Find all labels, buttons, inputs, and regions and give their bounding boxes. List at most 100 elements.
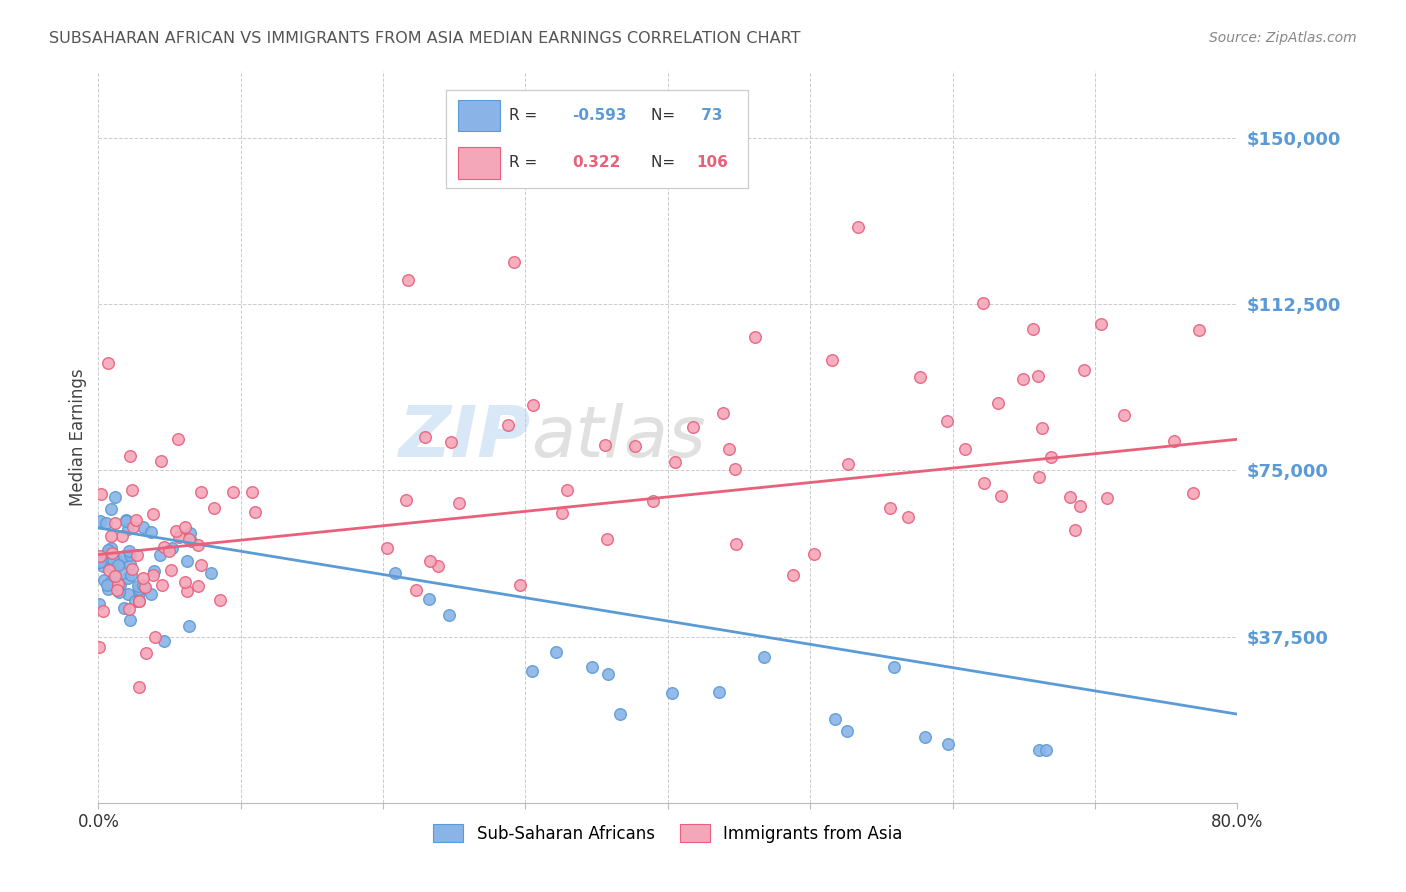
Text: ZIP: ZIP	[399, 402, 531, 472]
Point	[120, 557, 142, 571]
Point	[623, 439, 645, 453]
Point	[222, 485, 245, 500]
Point	[128, 594, 150, 608]
Point	[449, 495, 471, 509]
Point	[89, 514, 111, 528]
Point	[142, 568, 165, 582]
Point	[718, 442, 741, 456]
Point	[1064, 523, 1087, 537]
Point	[139, 524, 162, 539]
Point	[502, 255, 524, 269]
Point	[104, 516, 127, 530]
Point	[395, 493, 418, 508]
Point	[107, 558, 129, 572]
Point	[419, 554, 441, 568]
Point	[89, 549, 111, 563]
Point	[661, 686, 683, 700]
Point	[990, 489, 1012, 503]
Point	[115, 513, 138, 527]
Point	[711, 406, 734, 420]
Point	[384, 566, 406, 580]
Point	[100, 529, 122, 543]
Point	[496, 417, 519, 432]
Point	[1035, 742, 1057, 756]
Point	[375, 541, 398, 555]
Point	[115, 514, 138, 528]
Point	[709, 684, 731, 698]
Point	[243, 505, 266, 519]
Legend: Sub-Saharan Africans, Immigrants from Asia: Sub-Saharan Africans, Immigrants from As…	[426, 818, 910, 849]
Point	[87, 597, 110, 611]
Point	[522, 398, 544, 412]
Point	[935, 414, 957, 428]
Point	[1028, 742, 1050, 756]
Point	[153, 633, 176, 648]
Point	[953, 442, 976, 456]
Point	[509, 578, 531, 592]
Point	[110, 577, 132, 591]
Point	[128, 594, 150, 608]
Point	[1073, 362, 1095, 376]
Point	[100, 574, 122, 588]
Point	[100, 501, 122, 516]
Point	[973, 476, 995, 491]
Point	[118, 602, 141, 616]
Point	[240, 485, 263, 500]
Point	[101, 547, 124, 561]
Point	[93, 604, 115, 618]
Point	[121, 561, 143, 575]
Point	[97, 543, 120, 558]
Point	[1059, 490, 1081, 504]
Point	[908, 369, 931, 384]
Point	[104, 490, 127, 504]
Point	[1011, 372, 1033, 386]
Point	[1026, 369, 1049, 384]
Point	[135, 646, 157, 660]
Point	[209, 593, 232, 607]
Point	[117, 571, 139, 585]
Point	[167, 432, 190, 446]
Point	[682, 419, 704, 434]
Point	[418, 591, 440, 606]
Point	[125, 513, 148, 527]
Point	[550, 506, 572, 520]
Point	[127, 579, 149, 593]
Point	[132, 520, 155, 534]
Point	[117, 522, 139, 536]
Point	[821, 352, 844, 367]
Point	[544, 645, 567, 659]
Point	[744, 330, 766, 344]
Point	[179, 526, 201, 541]
Point	[124, 594, 146, 608]
Point	[105, 583, 128, 598]
Point	[177, 619, 200, 633]
Point	[150, 578, 173, 592]
Point	[118, 544, 141, 558]
Point	[986, 396, 1008, 410]
Point	[1112, 408, 1135, 422]
Point	[1188, 323, 1211, 337]
Point	[111, 566, 134, 580]
Point	[89, 640, 111, 655]
Point	[914, 730, 936, 744]
Point	[87, 556, 110, 570]
Point	[107, 584, 129, 599]
Point	[176, 584, 198, 599]
Point	[91, 558, 114, 573]
Point	[132, 582, 155, 596]
Point	[1021, 321, 1043, 335]
Point	[782, 568, 804, 582]
Point	[936, 737, 959, 751]
Point	[100, 575, 122, 590]
Point	[427, 559, 450, 574]
Point	[122, 520, 145, 534]
Point	[105, 553, 128, 567]
Point	[972, 295, 994, 310]
Point	[202, 500, 225, 515]
Text: atlas: atlas	[531, 402, 706, 472]
Point	[555, 483, 578, 497]
Point	[641, 493, 664, 508]
Point	[160, 563, 183, 577]
Point	[143, 630, 166, 644]
Point	[187, 538, 209, 552]
